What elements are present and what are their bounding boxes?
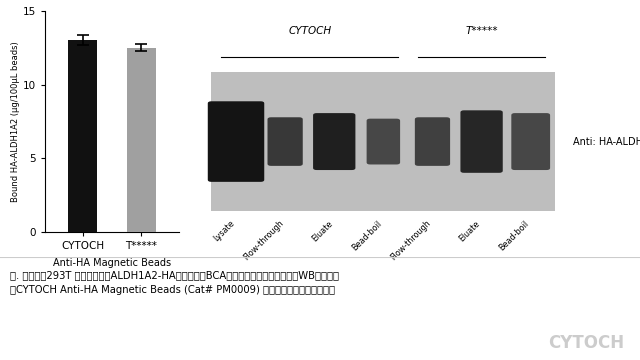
- FancyBboxPatch shape: [367, 119, 400, 165]
- FancyBboxPatch shape: [511, 113, 550, 170]
- Text: T*****: T*****: [465, 26, 498, 36]
- Text: 图. 免疫沉淤293T 细胞过表达的ALDH1A2-HA融合蛋白，BCA检测洗脱获得的蛋白浓度；WB检测也证
实CYTOCH Anti-HA Magnetic : 图. 免疫沉淤293T 细胞过表达的ALDH1A2-HA融合蛋白，BCA检测洗脱…: [10, 270, 339, 295]
- FancyBboxPatch shape: [268, 117, 303, 166]
- Text: Flow-through: Flow-through: [389, 219, 433, 262]
- Text: Flow-through: Flow-through: [241, 219, 285, 262]
- Text: Eluate: Eluate: [458, 219, 481, 243]
- Text: CYTOCH: CYTOCH: [548, 334, 624, 352]
- Bar: [68, 40, 97, 232]
- Text: Lysate: Lysate: [212, 219, 236, 243]
- FancyBboxPatch shape: [415, 117, 450, 166]
- Y-axis label: Bound HA-ALDH1A2 (μg/100μL beads): Bound HA-ALDH1A2 (μg/100μL beads): [11, 41, 20, 202]
- X-axis label: Anti-HA Magnetic Beads: Anti-HA Magnetic Beads: [53, 258, 171, 268]
- FancyBboxPatch shape: [313, 113, 355, 170]
- Bar: [127, 48, 156, 232]
- Text: Bead-boil: Bead-boil: [497, 219, 531, 252]
- FancyBboxPatch shape: [460, 110, 503, 173]
- Text: CYTOCH: CYTOCH: [288, 26, 332, 36]
- Text: Bead-boil: Bead-boil: [350, 219, 383, 252]
- Text: Anti: HA-ALDH1A2: Anti: HA-ALDH1A2: [573, 136, 640, 147]
- FancyBboxPatch shape: [208, 101, 264, 182]
- Bar: [211, 72, 556, 211]
- Text: Eluate: Eluate: [310, 219, 334, 243]
